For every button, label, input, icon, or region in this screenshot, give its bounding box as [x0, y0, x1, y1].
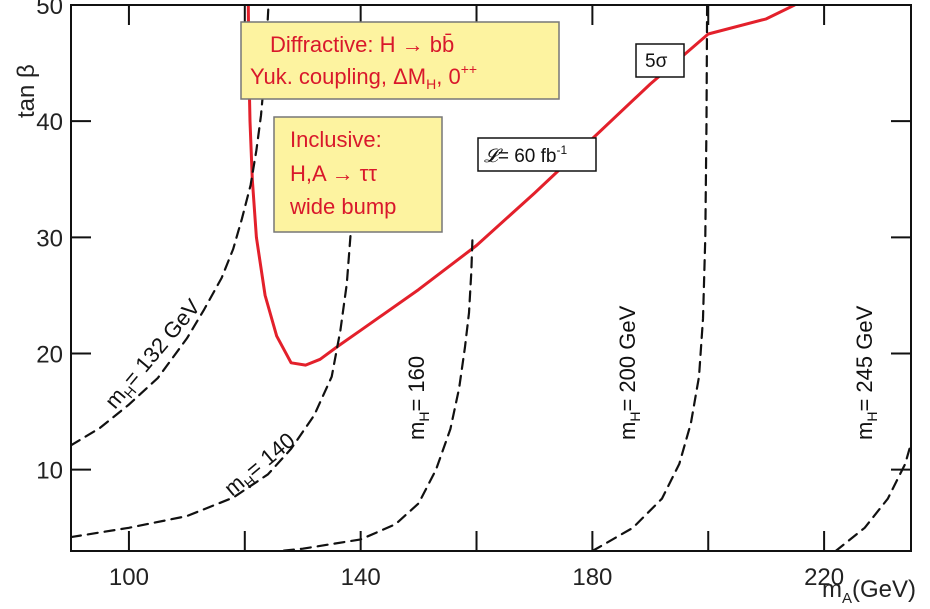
curve-label-mh160-sub: H [416, 412, 432, 422]
curve-label-mh140: mH= 140 [219, 428, 301, 504]
curve-label-mh200: mH= 200 GeV [615, 305, 643, 440]
diffractive-line2-sup: ++ [461, 61, 477, 77]
series-line-4 [591, 5, 709, 551]
series-line-3 [268, 236, 474, 551]
curve-label-mh200-sub: H [627, 412, 643, 422]
x-tick-label-100: 100 [109, 564, 149, 591]
y-tick-label-20: 20 [36, 342, 63, 369]
x-tick-label-180: 180 [572, 564, 612, 591]
x-axis-title-m: m [822, 576, 842, 603]
sigma-label: 5σ [645, 51, 668, 72]
inclusive-box-bg [273, 116, 443, 233]
axis-ticks: 100 140 180 220 10 20 30 40 50 [36, 0, 911, 591]
x-axis-title-sub: A [842, 590, 852, 607]
curve-label-mh245-rest: = 245 GeV [852, 305, 877, 411]
curve-label-mh160-rest: = 160 [404, 356, 429, 412]
luminosity-text: = 60 fb [498, 146, 557, 167]
diffractive-line2-main: Yuk. coupling, ΔM [250, 64, 426, 89]
diffractive-box-bg [240, 21, 560, 100]
diffractive-line2: Yuk. coupling, ΔMH, 0++ [250, 61, 477, 92]
curves-group [71, 5, 911, 551]
x-axis-title: mA(GeV) [822, 576, 916, 607]
curve-label-mh132-rest: = 132 GeV [118, 294, 205, 391]
diffractive-line2-tail: , 0 [436, 64, 460, 89]
series-line-0 [246, 5, 797, 367]
inclusive-line2: H,A → ττ [290, 161, 377, 186]
plot-frame [70, 4, 912, 552]
curve-label-mh160: mH= 160 [404, 356, 432, 440]
diffractive-line1: Diffractive: H → bb̄ [270, 32, 454, 57]
curve-label-mh140-rest: = 140 [241, 428, 300, 483]
inclusive-line1: Inclusive: [290, 127, 382, 152]
curve-label-mh245: mH= 245 GeV [852, 305, 880, 440]
sigma-label-box: 5σ [635, 43, 685, 78]
inclusive-line3: wide bump [289, 194, 396, 219]
y-tick-label-10: 10 [36, 458, 63, 485]
y-tick-label-50: 50 [36, 0, 63, 20]
x-tick-label-140: 140 [341, 564, 381, 591]
curve-label-mh200-rest: = 200 GeV [615, 305, 640, 411]
x-tick-label-220: 220 [804, 564, 844, 591]
diffractive-line2-sub: H [426, 76, 436, 92]
inclusive-box: Inclusive: H,A → ττ wide bump [273, 116, 443, 233]
curve-label-mh140-m: m [219, 470, 249, 501]
luminosity-sup: -1 [556, 143, 567, 157]
curve-label-mh160-m: m [404, 422, 429, 440]
y-axis-title: tan β [13, 64, 40, 118]
curve-label-mh132: mH= 132 GeV [100, 294, 208, 415]
luminosity-label-bg [477, 137, 597, 172]
curve-label-mh200-m: m [615, 422, 640, 440]
luminosity-label: 𝓛= 60 fb-1 [484, 143, 567, 167]
x-axis-title-rest: (GeV) [852, 576, 916, 603]
sigma-label-bg [635, 43, 685, 78]
series-line-5 [834, 439, 911, 551]
luminosity-label-box: 𝓛= 60 fb-1 [477, 137, 597, 172]
diffractive-box: Diffractive: H → bb̄ Yuk. coupling, ΔMH,… [240, 21, 560, 100]
series-line-1 [71, 5, 270, 447]
y-tick-label-30: 30 [36, 225, 63, 252]
curve-label-mh245-sub: H [864, 412, 880, 422]
y-tick-label-40: 40 [36, 109, 63, 136]
curve-label-mh245-m: m [852, 422, 877, 440]
